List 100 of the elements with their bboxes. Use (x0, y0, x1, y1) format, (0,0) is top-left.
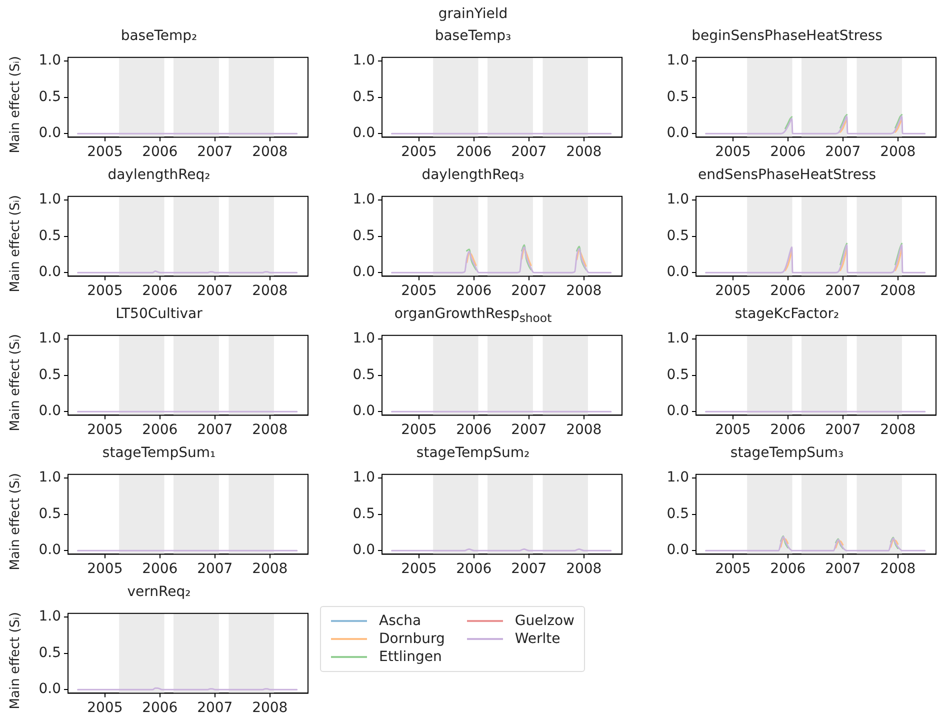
y-tick-label: 0.5 (352, 88, 375, 105)
x-tick-label: 2005 (87, 422, 123, 438)
y-tick-label: 0.0 (666, 542, 689, 558)
x-tick-label: 2005 (715, 561, 751, 578)
x-tick-label: 2008 (880, 422, 916, 438)
y-tick-label: 0.5 (38, 506, 61, 522)
y-tick-label: 1.0 (352, 470, 375, 486)
chart-title: LT50Cultivar (114, 305, 204, 324)
x-tick-label: 2007 (197, 700, 233, 716)
x-tick-label: 2007 (511, 144, 547, 160)
y-tick-label: 1.0 (666, 52, 689, 69)
chart-title: organGrowthResp$_{shoot}$ (393, 305, 553, 325)
x-tick-label: 2005 (715, 144, 751, 160)
x-tick-label: 2008 (252, 144, 288, 160)
y-tick-label: 1.0 (38, 470, 61, 486)
legend-label: Werlte (514, 631, 560, 647)
y-tick-label: 0.0 (666, 125, 689, 142)
line-series (705, 244, 926, 274)
y-tick-label: 0.5 (666, 88, 689, 105)
y-tick-label: 0.0 (666, 403, 689, 420)
chart-title: stageTempSum₃ (729, 444, 845, 463)
legend-label: Ettlingen (379, 649, 442, 665)
x-tick-label: 2005 (401, 283, 437, 300)
y-tick-label: 0.0 (38, 681, 61, 698)
y-tick-label: 0.5 (666, 366, 689, 383)
x-tick-label: 2008 (252, 283, 288, 300)
text: grainYield (437, 6, 509, 22)
y-tick-label: 1.0 (666, 192, 689, 208)
x-tick-label: 2005 (87, 144, 123, 160)
x-tick-label: 2008 (252, 700, 288, 716)
y-tick-label: 0.5 (352, 366, 375, 383)
legend-label: Dornburg (379, 631, 445, 647)
x-tick-label: 2007 (511, 283, 547, 300)
y-tick-label: 1.0 (666, 470, 689, 486)
y-tick-label: 0.0 (38, 403, 61, 420)
y-tick-label: 0.0 (38, 264, 61, 280)
y-tick-label: 0.0 (352, 542, 375, 558)
x-tick-label: 2008 (566, 561, 602, 578)
x-tick-label: 2005 (715, 422, 751, 438)
x-tick-label: 2005 (401, 561, 437, 578)
chart-title: stageTempSum₂ (415, 444, 531, 463)
x-tick-label: 2007 (825, 283, 861, 300)
x-tick-label: 2007 (511, 422, 547, 438)
line-series (391, 246, 612, 274)
y-axis-title: Main effect (Sᵢ) (8, 473, 22, 571)
x-tick-label: 2007 (825, 561, 861, 578)
x-tick-label: 2005 (87, 700, 123, 716)
x-tick-label: 2008 (880, 561, 916, 578)
y-tick-label: 1.0 (352, 52, 375, 69)
y-tick-label: 1.0 (352, 192, 375, 208)
y-tick-label: 0.5 (38, 88, 61, 105)
x-tick-label: 2007 (197, 283, 233, 300)
x-tick-label: 2008 (252, 561, 288, 578)
y-axis-title: Main effect (Sᵢ) (8, 334, 22, 432)
chart-title: vernReq₂ (126, 583, 192, 602)
y-tick-label: 0.5 (38, 366, 61, 383)
x-tick-label: 2006 (142, 700, 178, 716)
y-tick-label: 0.5 (666, 228, 689, 244)
x-tick-label: 2006 (770, 283, 806, 300)
y-tick-label: 1.0 (38, 52, 61, 69)
x-tick-label: 2005 (401, 144, 437, 160)
chart-title: stageKcFactor₂ (734, 305, 840, 324)
x-tick-label: 2008 (566, 283, 602, 300)
x-tick-label: 2006 (456, 144, 492, 160)
x-tick-label: 2006 (770, 561, 806, 578)
line-series (705, 536, 926, 552)
y-tick-label: 0.0 (352, 125, 375, 142)
x-tick-label: 2008 (566, 422, 602, 438)
x-tick-label: 2006 (456, 422, 492, 438)
chart-title: baseTemp₂ (120, 27, 198, 46)
y-tick-label: 0.5 (352, 506, 375, 522)
x-tick-label: 2005 (715, 283, 751, 300)
x-tick-label: 2006 (142, 283, 178, 300)
x-tick-label: 2006 (456, 561, 492, 578)
chart-title: endSensPhaseHeatStress (696, 166, 878, 185)
x-tick-label: 2006 (142, 422, 178, 438)
y-tick-label: 0.0 (38, 125, 61, 142)
y-tick-label: 1.0 (38, 330, 61, 347)
x-tick-label: 2007 (197, 422, 233, 438)
y-tick-label: 0.0 (352, 403, 375, 420)
y-tick-label: 0.5 (352, 228, 375, 244)
y-tick-label: 0.0 (38, 542, 61, 558)
y-tick-label: 0.5 (38, 644, 61, 661)
x-tick-label: 2006 (770, 144, 806, 160)
line-series (705, 115, 926, 134)
x-tick-label: 2005 (87, 561, 123, 578)
x-tick-label: 2007 (197, 144, 233, 160)
y-tick-label: 0.0 (666, 264, 689, 280)
x-tick-label: 2007 (197, 561, 233, 578)
y-tick-label: 0.5 (38, 228, 61, 244)
x-tick-label: 2007 (825, 144, 861, 160)
x-tick-label: 2005 (401, 422, 437, 438)
y-tick-label: 1.0 (38, 608, 61, 625)
y-axis-title: Main effect (Sᵢ) (8, 195, 22, 293)
x-tick-label: 2006 (456, 283, 492, 300)
chart-title: daylengthReq₂ (106, 166, 212, 185)
y-tick-label: 0.0 (352, 264, 375, 280)
y-tick-label: 1.0 (666, 330, 689, 347)
x-tick-label: 2006 (142, 144, 178, 160)
chart-title: baseTemp₃ (434, 27, 512, 46)
